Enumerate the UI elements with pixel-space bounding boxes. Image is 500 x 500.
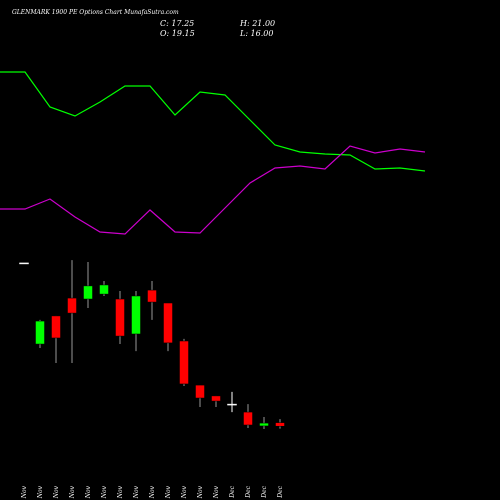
x-tick-label: 25 Nov <box>165 485 172 500</box>
candle-body <box>67 297 77 314</box>
legend-close: C: 17.25 <box>160 19 194 28</box>
x-tick-label: 20 Nov <box>117 485 124 500</box>
x-tick-label: 18 Nov <box>85 485 92 500</box>
x-tick-label: 13 Nov <box>37 485 44 500</box>
x-tick-label: 21 Nov <box>133 485 140 500</box>
candle-body <box>259 422 269 427</box>
x-tick-label: 27 Nov <box>197 485 204 500</box>
candle-body <box>131 295 141 335</box>
x-tick-label: 19 Nov <box>101 485 108 500</box>
x-tick-label: 26 Nov <box>181 485 188 500</box>
legend-low: L: 16.00 <box>239 29 273 38</box>
candle-body <box>179 340 189 385</box>
indicator-line <box>0 71 426 172</box>
x-tick-label: 17 Nov <box>69 485 76 500</box>
x-tick-label: 24 Nov <box>149 485 156 500</box>
candle-body <box>99 284 109 295</box>
x-tick-label: 06 Nov <box>21 485 28 500</box>
candle-body <box>19 262 29 265</box>
x-tick-label: 04 Dec <box>277 485 284 500</box>
candle-body <box>195 384 205 399</box>
candle-body <box>51 315 61 339</box>
x-tick-label: 28 Nov <box>213 485 220 500</box>
candle-body <box>115 298 125 337</box>
x-tick-label: 14 Nov <box>53 485 60 500</box>
candle-body <box>83 285 93 300</box>
candle-body <box>35 320 45 345</box>
x-tick-label: 02 Dec <box>245 485 252 500</box>
candle-body <box>163 302 173 344</box>
candle-body <box>243 411 253 426</box>
indicator-line <box>0 145 426 235</box>
chart-title: GLENMARK 1900 PE Options Chart MunafaSut… <box>12 9 179 16</box>
legend-high: H: 21.00 <box>239 19 275 28</box>
x-tick-label: 03 Dec <box>261 485 268 500</box>
candle-body <box>211 395 221 402</box>
x-tick-label: 01 Dec <box>229 485 236 500</box>
candle-body <box>147 289 157 303</box>
candle-body <box>227 403 237 406</box>
candle-body <box>275 422 285 427</box>
legend-open: O: 19.15 <box>160 29 195 38</box>
